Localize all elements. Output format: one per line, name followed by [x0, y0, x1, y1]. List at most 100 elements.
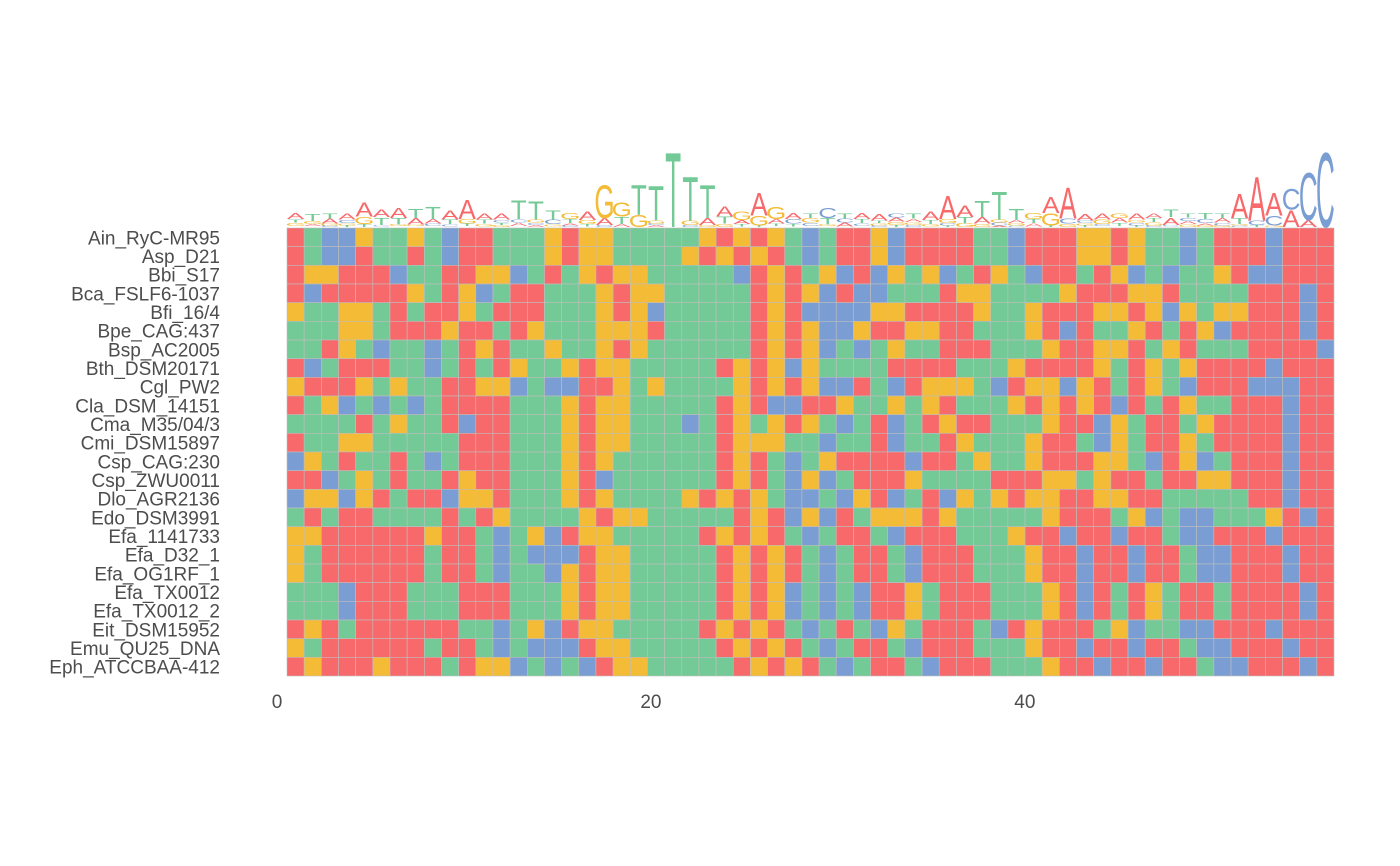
- heatmap-cell: [921, 265, 940, 285]
- heatmap-cell: [1024, 302, 1043, 322]
- heatmap-cell: [732, 657, 751, 677]
- heatmap-cell: [1247, 227, 1266, 247]
- heatmap-cell: [1059, 283, 1077, 303]
- heatmap-cell: [1230, 638, 1249, 658]
- heatmap-cell: [750, 601, 768, 621]
- heatmap-cell: [1299, 302, 1318, 322]
- heatmap-cell: [956, 358, 974, 378]
- heatmap-cell: [372, 563, 391, 583]
- logo-letter: G: [303, 220, 323, 225]
- logo-letter: C: [1316, 132, 1335, 250]
- heatmap-cell: [492, 395, 511, 415]
- heatmap-cell: [921, 507, 940, 527]
- heatmap-cell: [973, 601, 992, 621]
- heatmap-cell: [921, 339, 940, 359]
- heatmap-cell: [1144, 451, 1163, 471]
- logo-letter: T: [305, 212, 321, 223]
- heatmap-cell: [818, 377, 837, 397]
- heatmap-cell: [424, 619, 442, 639]
- heatmap-cell: [990, 395, 1009, 415]
- heatmap-cell: [1282, 377, 1300, 397]
- heatmap-cell: [1007, 657, 1026, 677]
- heatmap-cell: [870, 395, 889, 415]
- heatmap-cell: [767, 246, 786, 266]
- heatmap-cell: [1299, 377, 1318, 397]
- heatmap-cell: [1024, 489, 1043, 509]
- heatmap-cell: [990, 358, 1009, 378]
- heatmap-cell: [1230, 358, 1249, 378]
- heatmap-cell: [338, 414, 356, 434]
- heatmap-cell: [767, 395, 786, 415]
- heatmap-cell: [441, 601, 459, 621]
- heatmap-cell: [715, 545, 734, 565]
- heatmap-cell: [1041, 507, 1060, 527]
- heatmap-cell: [338, 526, 356, 546]
- heatmap-cell: [595, 470, 614, 490]
- heatmap-cell: [681, 433, 700, 453]
- heatmap-cell: [647, 414, 665, 434]
- heatmap-cell: [355, 433, 374, 453]
- heatmap-cell: [990, 433, 1009, 453]
- heatmap-cell: [321, 358, 339, 378]
- logo-letter: A: [338, 212, 355, 222]
- heatmap-cell: [441, 414, 459, 434]
- logo-letter: T: [665, 132, 681, 250]
- heatmap-cell: [990, 377, 1009, 397]
- heatmap-cell: [801, 563, 820, 583]
- heatmap-cell: [715, 582, 734, 602]
- heatmap-cell: [1282, 302, 1300, 322]
- heatmap-cell: [835, 227, 854, 247]
- heatmap-cell: [1196, 657, 1215, 677]
- heatmap-cell: [904, 377, 923, 397]
- logo-letter: T: [442, 218, 458, 226]
- heatmap-cell: [303, 507, 322, 527]
- heatmap-cell: [1316, 302, 1335, 322]
- logo-letter: T: [785, 223, 801, 227]
- logo-letter: G: [1178, 223, 1198, 227]
- heatmap-cell: [1162, 358, 1180, 378]
- heatmap-cell: [784, 638, 803, 658]
- heatmap-cell: [664, 545, 683, 565]
- heatmap-cell: [1196, 302, 1215, 322]
- heatmap-cell: [1299, 601, 1318, 621]
- logo-letter: C: [1007, 225, 1026, 227]
- heatmap-cell: [818, 265, 837, 285]
- heatmap-cell: [561, 657, 580, 677]
- heatmap-cell: [1144, 601, 1163, 621]
- heatmap-cell: [286, 321, 305, 341]
- heatmap-cell: [698, 489, 717, 509]
- heatmap-cell: [458, 339, 477, 359]
- heatmap-cell: [1282, 489, 1300, 509]
- logo-letter: G: [989, 219, 1009, 224]
- heatmap-cell: [1247, 246, 1266, 266]
- heatmap-cell: [938, 414, 957, 434]
- logo-letter: G: [697, 225, 717, 228]
- heatmap-cell: [338, 619, 356, 639]
- heatmap-cell: [664, 246, 683, 266]
- heatmap-cell: [1059, 526, 1077, 546]
- heatmap-cell: [1230, 657, 1249, 677]
- heatmap-cell: [750, 321, 768, 341]
- heatmap-cell: [1299, 563, 1318, 583]
- heatmap-cell: [715, 601, 734, 621]
- heatmap-cell: [887, 339, 906, 359]
- heatmap-cell: [732, 563, 751, 583]
- heatmap-cell: [921, 321, 940, 341]
- heatmap-cell: [286, 358, 305, 378]
- heatmap-cell: [664, 489, 683, 509]
- heatmap-cell: [372, 433, 391, 453]
- heatmap-cell: [1007, 377, 1026, 397]
- heatmap-cell: [441, 489, 459, 509]
- heatmap-cell: [1110, 227, 1129, 247]
- heatmap-cell: [509, 451, 528, 471]
- heatmap-cell: [1162, 414, 1180, 434]
- heatmap-cell: [784, 489, 803, 509]
- heatmap-cell: [1110, 470, 1129, 490]
- logo-letter: T: [511, 195, 527, 225]
- heatmap-cell: [1247, 358, 1266, 378]
- heatmap-cell: [818, 489, 837, 509]
- heatmap-cell: [561, 283, 580, 303]
- heatmap-cell: [355, 582, 374, 602]
- heatmap-cell: [647, 470, 665, 490]
- heatmap-cell: [458, 377, 477, 397]
